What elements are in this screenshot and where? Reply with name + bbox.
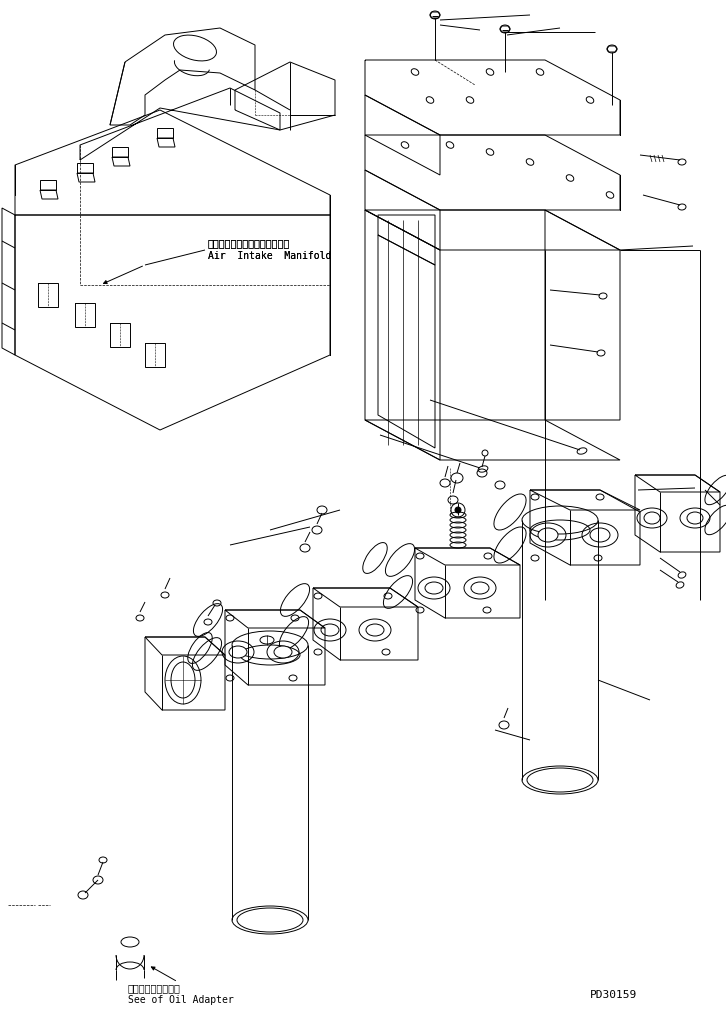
- Ellipse shape: [687, 512, 703, 524]
- Text: Air  Intake  Manifold: Air Intake Manifold: [208, 251, 331, 261]
- Text: エアーインテークマニホールド: エアーインテークマニホールド: [208, 238, 290, 248]
- Ellipse shape: [366, 624, 384, 636]
- Ellipse shape: [425, 582, 443, 594]
- Text: エアーインテークマニホールド: エアーインテークマニホールド: [208, 238, 290, 248]
- Text: PD30159: PD30159: [590, 990, 637, 1000]
- Ellipse shape: [471, 582, 489, 594]
- Ellipse shape: [171, 662, 195, 698]
- Text: オイルアダプタ参照: オイルアダプタ参照: [128, 983, 181, 993]
- Text: See of Oil Adapter: See of Oil Adapter: [128, 995, 234, 1005]
- Ellipse shape: [538, 528, 558, 542]
- Ellipse shape: [455, 507, 461, 513]
- Ellipse shape: [590, 528, 610, 542]
- Text: Air  Intake  Manifold: Air Intake Manifold: [208, 251, 331, 261]
- Ellipse shape: [274, 646, 292, 658]
- Ellipse shape: [321, 624, 339, 636]
- Ellipse shape: [229, 646, 247, 658]
- Ellipse shape: [644, 512, 660, 524]
